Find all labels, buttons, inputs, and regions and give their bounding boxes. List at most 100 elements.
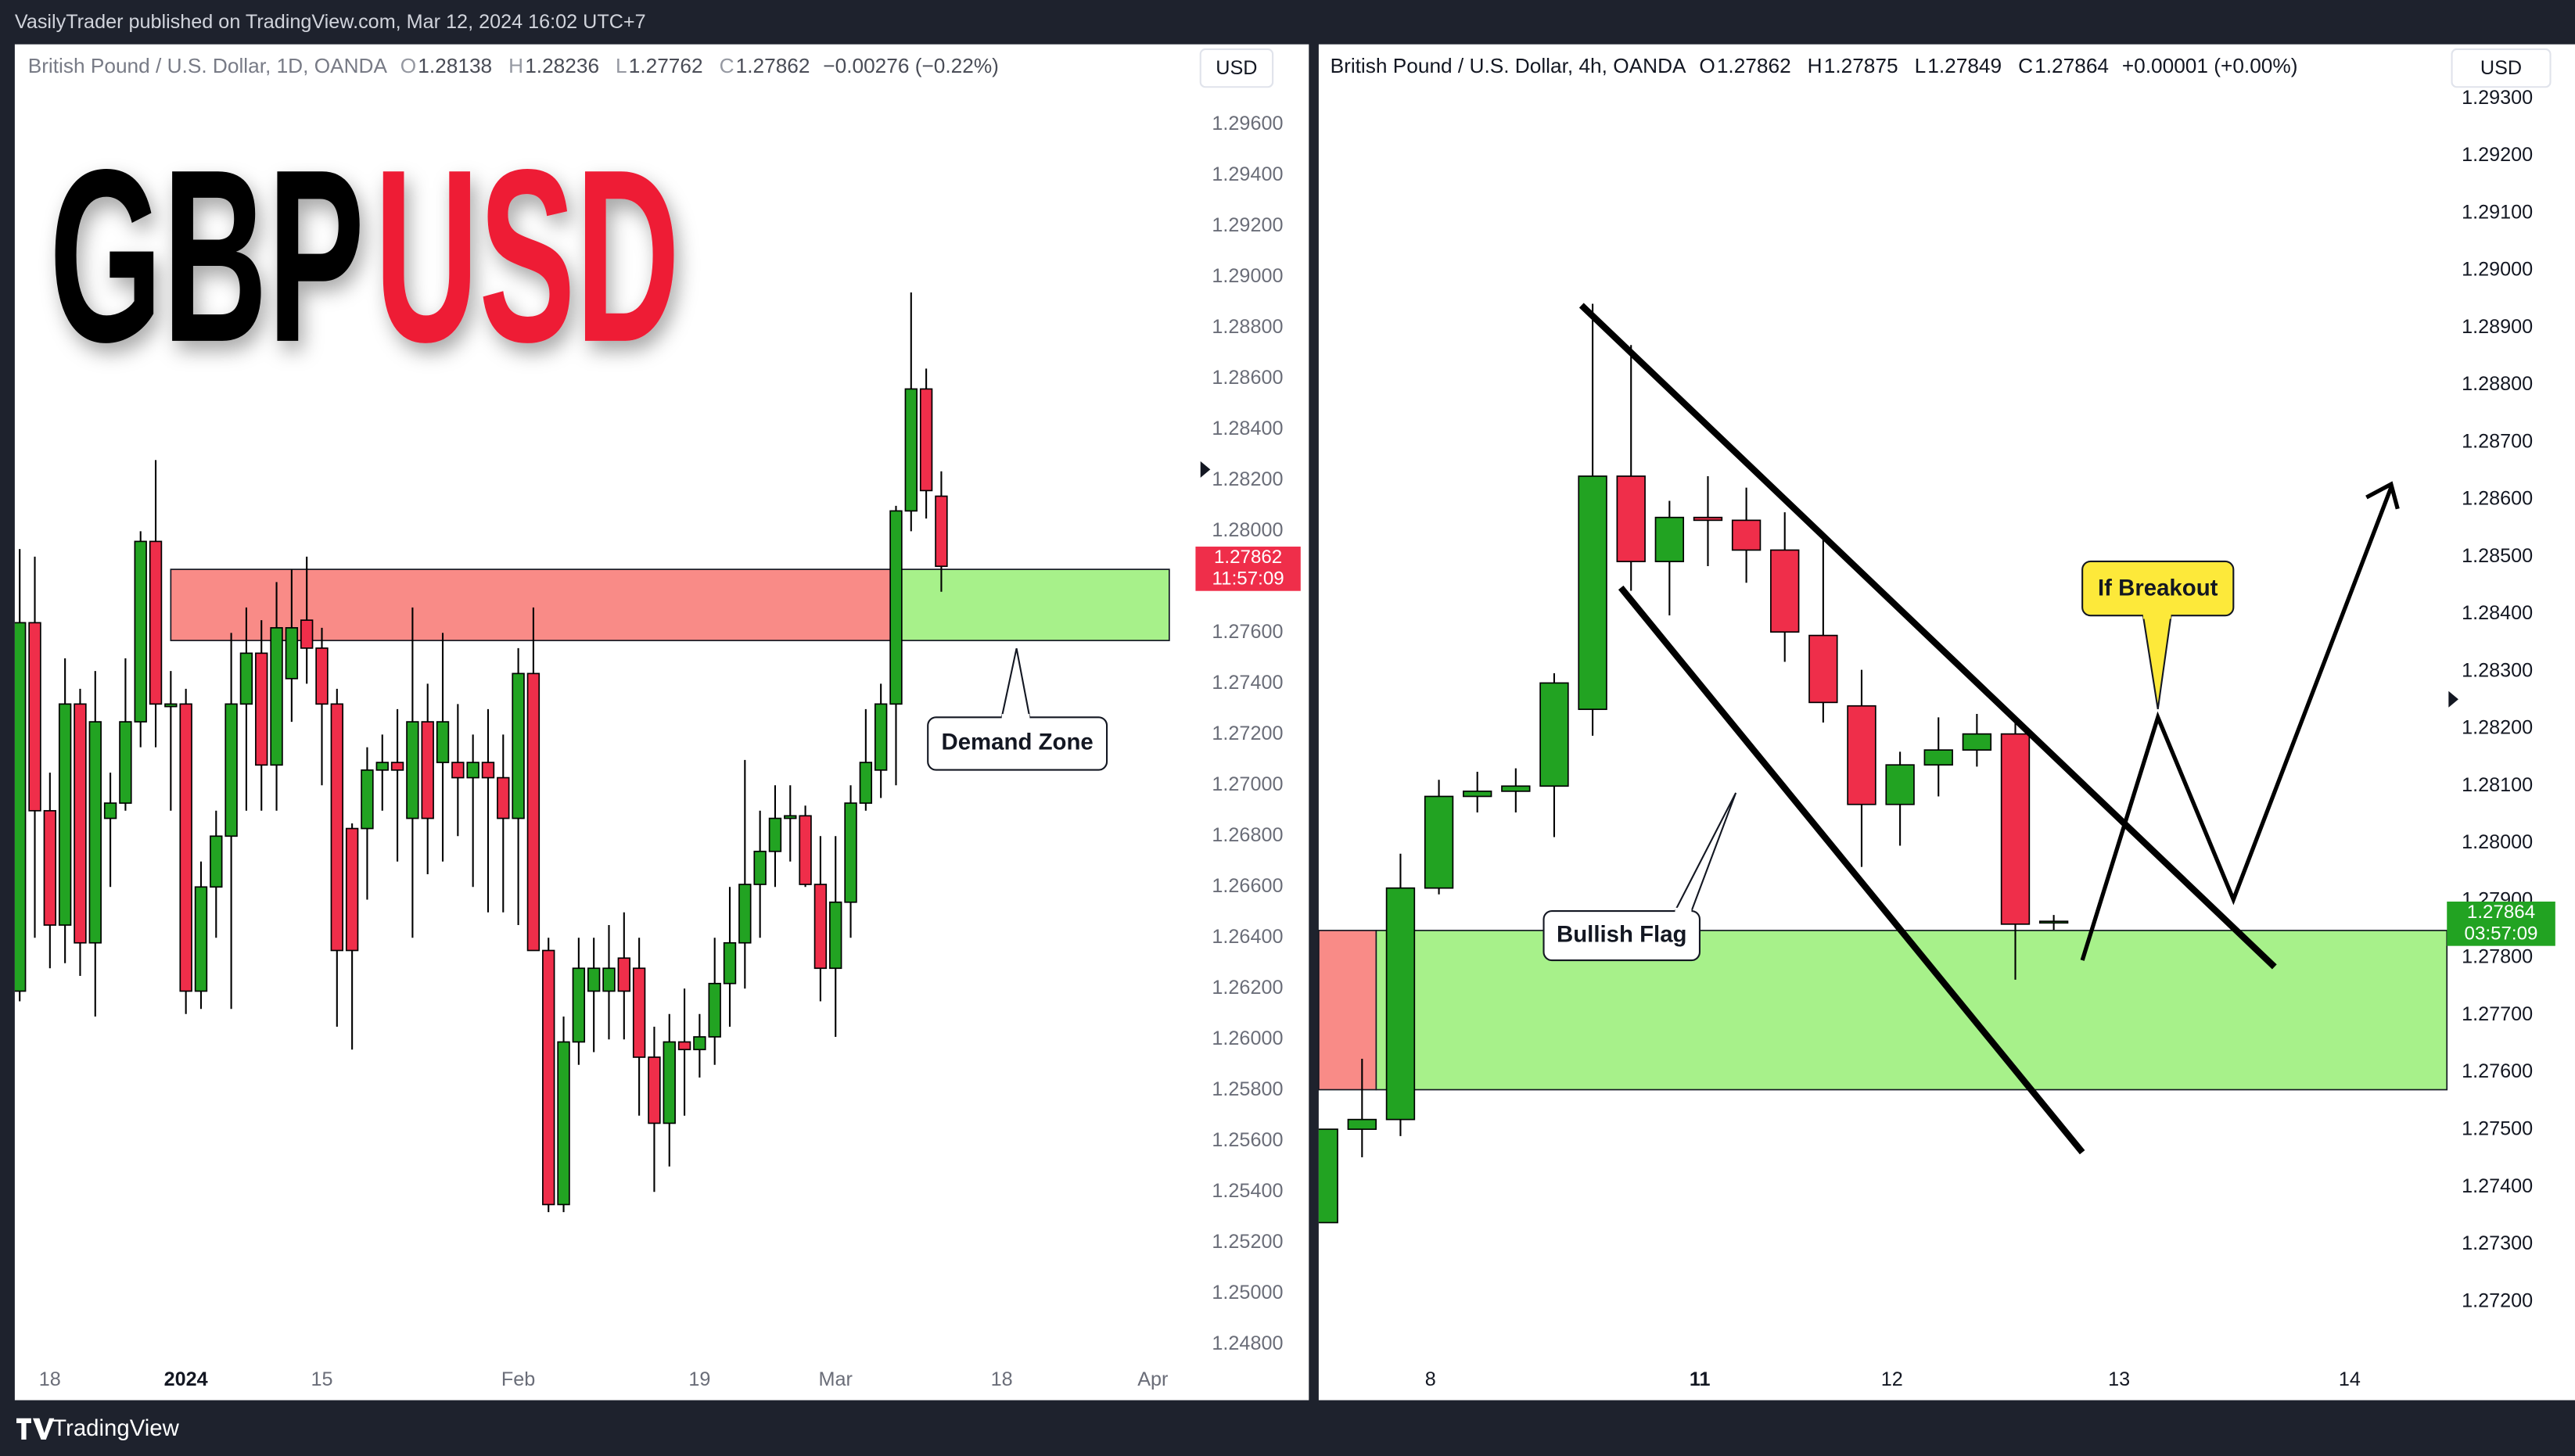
x-tick-label: 14 xyxy=(2339,1368,2361,1390)
legend-key: L xyxy=(1915,54,1927,77)
candle-body xyxy=(693,1036,706,1051)
callout-text: If Breakout xyxy=(2098,575,2218,601)
legend-value: 1.27849 xyxy=(1927,54,2002,77)
candle-body xyxy=(1539,682,1569,787)
y-tick-label: 1.28500 xyxy=(2462,545,2533,567)
candle-body xyxy=(194,886,208,992)
candle-body xyxy=(390,762,404,771)
candle-body xyxy=(1693,516,1723,522)
x-tick-label: 11 xyxy=(1690,1368,1711,1390)
y-tick-label: 1.25000 xyxy=(1212,1282,1283,1304)
legend-symbol: British Pound / U.S. Dollar, 4h, OANDA xyxy=(1331,54,1686,77)
candle-body xyxy=(784,815,797,819)
y-tick-label: 1.25200 xyxy=(1212,1231,1283,1253)
y-tick-label: 1.28600 xyxy=(1212,367,1283,389)
breakout-arrow xyxy=(2080,481,2400,961)
y-tick-label: 1.27400 xyxy=(2462,1175,2533,1197)
legend-value: 1.27862 xyxy=(1717,54,1791,77)
price-label xyxy=(1195,547,1301,591)
currency: USD xyxy=(2480,57,2522,79)
candle-body xyxy=(648,1056,661,1124)
y-tick-label: 1.28400 xyxy=(1212,418,1283,439)
candle-body xyxy=(587,967,601,992)
legend-value: 1.27862 xyxy=(736,54,810,77)
callout-join xyxy=(1675,907,1692,915)
y-tick-label: 1.26600 xyxy=(1212,875,1283,897)
marker xyxy=(1200,461,1211,478)
y-tick-label: 1.28800 xyxy=(1212,316,1283,338)
y-tick-label: 1.28200 xyxy=(1212,468,1283,490)
candle-body xyxy=(285,627,299,680)
y-tick-label: 1.25400 xyxy=(1212,1180,1283,1202)
callout-pointer xyxy=(1674,792,1737,912)
y-tick-label: 1.29600 xyxy=(1212,113,1283,134)
currency-box xyxy=(2451,48,2552,88)
y-tick-label: 1.27700 xyxy=(2462,1003,2533,1025)
legend-value: 1.28236 xyxy=(525,54,599,77)
y-tick-label: 1.26200 xyxy=(1212,977,1283,999)
publish-header: VasilyTrader published on TradingView.co… xyxy=(15,11,646,33)
y-tick-label: 1.29300 xyxy=(2462,87,2533,109)
y-tick-label: 1.28200 xyxy=(2462,717,2533,739)
candle-body xyxy=(1962,733,1992,751)
candle-body xyxy=(1923,749,1953,766)
y-tick-label: 1.29000 xyxy=(2462,259,2533,281)
legend-value: 1.27864 xyxy=(2035,54,2109,77)
y-tick-label: 1.29200 xyxy=(1212,214,1283,236)
legend-change: −0.00276 (−0.22%) xyxy=(823,54,999,77)
candle-body xyxy=(436,721,450,763)
candle-body xyxy=(1808,634,1838,704)
y-tick-label: 1.26000 xyxy=(1212,1027,1283,1049)
candles xyxy=(1318,303,2069,1224)
candle-body xyxy=(874,703,888,771)
legend-change: +0.00001 (+0.00%) xyxy=(2122,54,2298,77)
y-tick-label: 1.28000 xyxy=(2462,831,2533,853)
supply-zone xyxy=(1318,930,1377,1091)
y-tick-label: 1.28000 xyxy=(1212,519,1283,541)
callout-text: Bullish Flag xyxy=(1557,921,1686,947)
candle-body xyxy=(361,769,374,830)
callout-join xyxy=(2142,612,2171,619)
candle-body xyxy=(14,622,27,992)
candle-body xyxy=(2038,920,2069,924)
candle-body xyxy=(466,762,479,779)
candle-body xyxy=(768,817,782,852)
title-usd: USD xyxy=(375,118,681,393)
callout-text: Demand Zone xyxy=(942,730,1094,755)
y-tick-label: 1.26800 xyxy=(1212,824,1283,846)
callout-join xyxy=(1001,714,1030,721)
candle-body xyxy=(179,703,192,992)
candle-body xyxy=(270,627,283,766)
chart: 1.29300 1.29200 1.29100 1.29000 1.28900 1.288… xyxy=(1318,48,2555,1390)
countdown: 03:57:09 xyxy=(2465,923,2538,944)
candle-body xyxy=(164,703,178,708)
demand-zone xyxy=(1375,930,2448,1091)
callout-pointer xyxy=(1000,647,1031,718)
currency-box xyxy=(1199,48,1274,88)
x-tick-label: 15 xyxy=(311,1368,332,1390)
candle-body xyxy=(904,388,918,512)
title-gbp: GBP xyxy=(49,118,365,393)
candle-body xyxy=(1654,516,1685,562)
y-tick-label: 1.25800 xyxy=(1212,1078,1283,1100)
candle-body xyxy=(103,802,117,819)
candle-body xyxy=(753,850,767,885)
candle-body xyxy=(1463,791,1492,798)
big-title: GBP USD xyxy=(49,118,680,393)
candle-body xyxy=(919,388,933,492)
callout-pointer xyxy=(2142,615,2172,710)
y-tick-label: 1.27600 xyxy=(1212,621,1283,643)
candle-body xyxy=(738,884,752,944)
x-tick-label: 8 xyxy=(1425,1368,1436,1390)
y-tick-label: 1.28600 xyxy=(2462,488,2533,510)
x-tick-label: 12 xyxy=(1881,1368,1903,1390)
candle-body xyxy=(421,721,434,819)
y-tick-label: 1.27500 xyxy=(2462,1118,2533,1140)
candle-body xyxy=(330,703,344,952)
candle-body xyxy=(58,703,72,926)
legend-symbol: British Pound / U.S. Dollar, 1D, OANDA xyxy=(28,54,388,77)
demand-zone xyxy=(894,568,1170,641)
candle-body xyxy=(799,815,812,885)
